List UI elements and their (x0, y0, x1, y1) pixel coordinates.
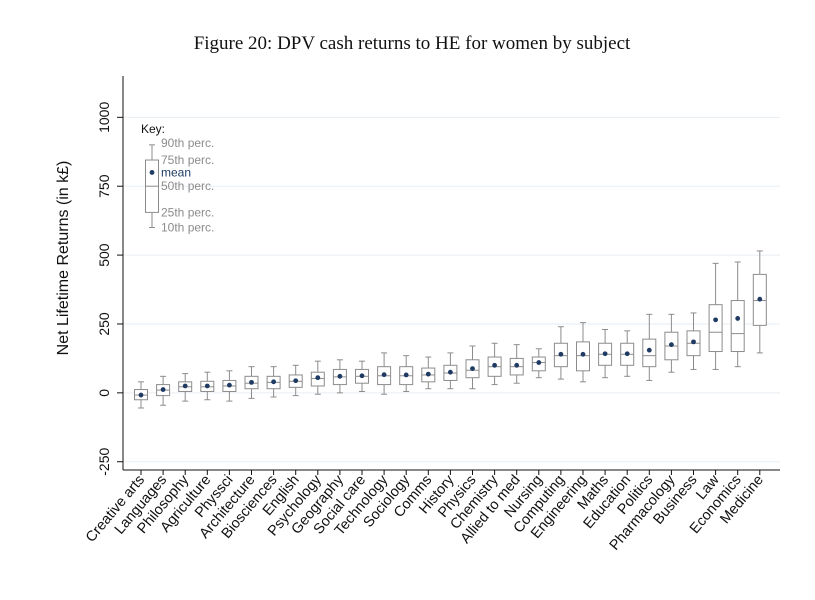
mean-dot (470, 366, 475, 372)
mean-dot (204, 383, 210, 389)
key-label: 75th perc. (161, 153, 214, 167)
key-mean-dot (149, 170, 155, 175)
key-label: 90th perc. (161, 136, 214, 150)
box-technology (377, 352, 392, 395)
box-physics (465, 345, 480, 390)
box-computing (553, 326, 568, 380)
mean-dot (757, 296, 763, 302)
box-business (686, 312, 701, 370)
mean-dot (403, 372, 409, 378)
mean-dot (691, 339, 696, 345)
box-chemistry (487, 342, 502, 386)
box-philosophy (178, 373, 193, 402)
box-economics (730, 261, 745, 368)
mean-dot (669, 342, 674, 348)
box-biosciences (266, 366, 281, 398)
mean-dot (735, 316, 741, 321)
box-geography (332, 359, 347, 394)
iqr-box (642, 338, 657, 368)
key-label: mean (161, 165, 191, 179)
gridlines (123, 116, 780, 463)
mean-dot (138, 392, 144, 398)
x-axis: Creative artsLanguagesPhilosophyAgricult… (83, 469, 780, 554)
y-axis: -250 0 250 500 750 1000 (96, 76, 124, 476)
mean-dot (646, 347, 652, 353)
box-social-care (355, 360, 369, 392)
box-medicine (752, 250, 767, 354)
mean-dot (514, 362, 520, 368)
y-tick-label: -250 (96, 448, 112, 476)
mean-dot (713, 317, 718, 323)
mean-dot (536, 360, 542, 365)
chart-title: Figure 20: DPV cash returns to HE for wo… (194, 33, 631, 54)
box-education (620, 330, 635, 377)
box-agriculture (200, 371, 215, 401)
box-creative-arts (134, 381, 148, 409)
mean-dot (580, 351, 586, 357)
mean-dot (227, 382, 232, 388)
y-tick-label: 500 (96, 243, 112, 267)
y-tick-label: 250 (96, 312, 112, 336)
key-title: Key: (141, 122, 165, 136)
box-law (708, 262, 723, 370)
key-label: 25th perc. (161, 205, 214, 219)
mean-dot (448, 369, 453, 375)
mean-dot (602, 351, 608, 357)
mean-dot (337, 373, 343, 379)
y-tick-label: 0 (96, 389, 112, 397)
mean-dot (293, 378, 299, 384)
key-label: 50th perc. (161, 179, 214, 193)
mean-dot (249, 379, 254, 385)
box-comms (421, 356, 436, 390)
mean-dot (558, 351, 564, 357)
box-nursing (531, 348, 546, 379)
mean-dot (381, 372, 387, 378)
y-tick-label: 1000 (96, 102, 112, 133)
mean-dot (624, 351, 630, 357)
mean-dot (160, 387, 166, 392)
iqr-box (730, 300, 745, 353)
mean-dot (359, 373, 365, 379)
box-politics (642, 313, 657, 381)
box-architecture (244, 366, 259, 399)
mean-dot (271, 379, 276, 385)
box-languages (156, 375, 171, 406)
box-psychology (310, 360, 325, 395)
box-engineering (576, 322, 590, 383)
iqr-box (708, 304, 723, 353)
box-allied-to-med (509, 344, 524, 384)
box-maths (598, 328, 613, 379)
box-sociology (399, 355, 414, 392)
box-history (443, 352, 458, 390)
key-label: 10th perc. (161, 221, 214, 235)
y-axis-label: Net Lifetime Returns (in k£) (55, 161, 72, 356)
box-physsci (222, 370, 237, 402)
box-pharmacology (664, 313, 679, 373)
boxes (134, 250, 767, 409)
box-english (288, 364, 303, 397)
mean-dot (425, 371, 431, 377)
mean-dot (492, 362, 497, 368)
mean-dot (182, 383, 188, 389)
mean-dot (315, 375, 321, 381)
y-tick-label: 750 (96, 174, 112, 198)
